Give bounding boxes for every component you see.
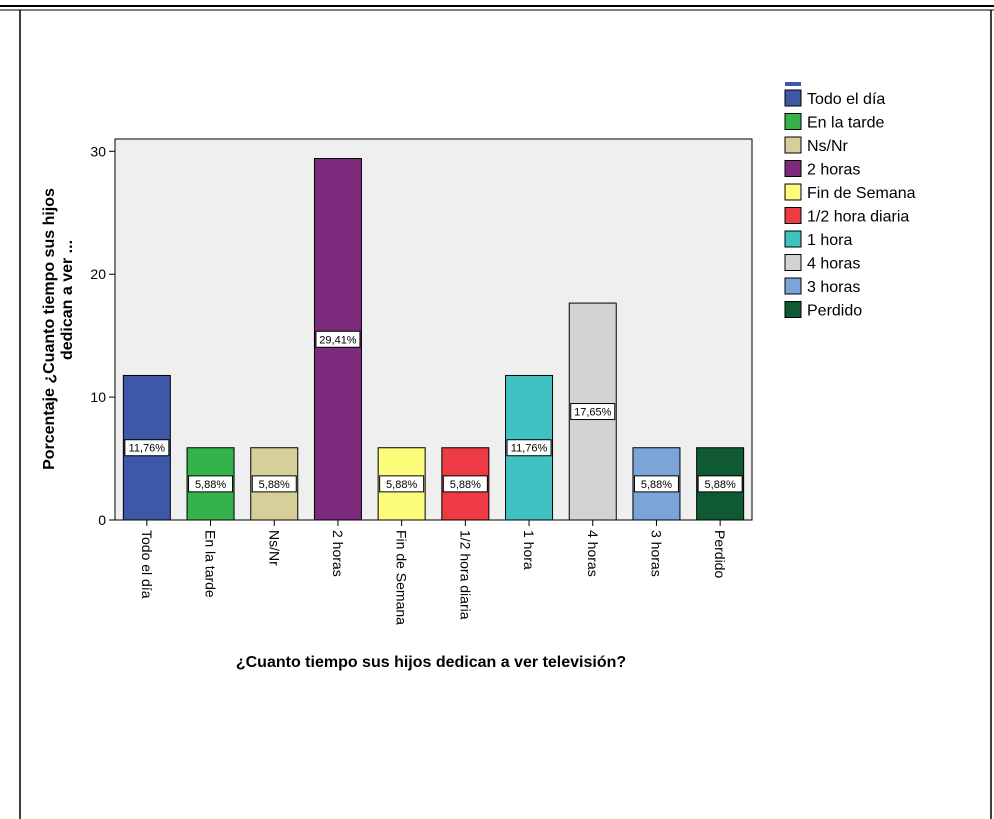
data-label-box [633, 475, 679, 493]
x-tick-label: 1 hora [521, 530, 537, 570]
data-labels: 11,76% 5,88% 5,88% 29,41% 5,88% 5,88% 11,76% 17… [124, 330, 743, 493]
legend-swatch [784, 183, 802, 201]
legend-swatch [784, 207, 802, 224]
legend-swatch [784, 277, 802, 295]
legend-swatch [784, 230, 802, 248]
y-axis-title-line-1: Porcentaje ¿Cuanto tiempo sus hijos [41, 188, 58, 470]
x-tick-label: Perdido [712, 530, 728, 578]
legend-label: 2 horas [807, 162, 860, 179]
legend-swatch [784, 136, 802, 154]
legend-label: Ns/Nr [807, 138, 849, 155]
legend-header-mark [785, 82, 801, 86]
legend-swatch [784, 301, 802, 318]
y-tick-label: 0 [98, 512, 106, 528]
x-axis-title: ¿Cuanto tiempo sus hijos dedican a ver t… [236, 654, 626, 671]
data-label: 11,76% [511, 443, 548, 455]
y-tick-label: 10 [90, 389, 106, 405]
legend-label: En la tarde [807, 115, 884, 132]
data-label-box [124, 439, 170, 457]
legend-label: 4 horas [807, 256, 860, 273]
legend-label: 1 hora [807, 232, 852, 249]
data-label: 11,76% [129, 443, 166, 455]
legend-swatch [784, 89, 802, 107]
x-axis: Todo el día En la tarde Ns/Nr 2 horas Fin de… [139, 520, 728, 625]
legend-swatch [784, 113, 802, 130]
data-label: 5,88% [259, 479, 290, 491]
data-label: 5,88% [641, 479, 672, 491]
data-label: 29,41% [319, 334, 357, 346]
data-label: 5,88% [195, 479, 226, 491]
legend-label: Fin de Semana [807, 185, 916, 202]
y-axis-title-line-2: dedican a ver ... [59, 240, 76, 360]
data-label-box [506, 439, 552, 457]
x-tick-label: Ns/Nr [266, 530, 282, 566]
data-label: 5,88% [386, 479, 417, 491]
data-label-box [697, 475, 743, 493]
y-tick-label: 20 [90, 266, 106, 282]
legend-label: 3 horas [807, 279, 860, 296]
x-tick-label: 4 horas [585, 530, 601, 577]
x-tick-label: 1/2 hora diaria [457, 530, 473, 620]
x-tick-label: Fin de Semana [394, 530, 410, 625]
legend: Todo el día En la tarde Ns/Nr 2 horas Fin de… [784, 89, 916, 320]
y-tick-label: 30 [90, 143, 106, 159]
data-label: 17,65% [574, 407, 612, 419]
data-label-box [379, 475, 425, 493]
data-label-box [251, 475, 297, 493]
data-label-box [188, 475, 234, 493]
data-label: 5,88% [450, 479, 481, 491]
x-tick-label: En la tarde [203, 530, 219, 598]
y-axis: 0 10 20 30 [90, 143, 115, 528]
x-tick-label: Todo el día [139, 530, 155, 599]
legend-label: Perdido [807, 303, 862, 320]
legend-label: Todo el día [807, 91, 885, 108]
data-label-box [570, 403, 616, 421]
data-label-box [442, 475, 488, 493]
x-tick-label: 2 horas [330, 530, 346, 577]
x-tick-label: 3 horas [648, 530, 664, 577]
legend-label: 1/2 hora diaria [807, 209, 909, 226]
legend-swatch [784, 160, 802, 177]
data-label: 5,88% [705, 479, 736, 491]
data-label-box [315, 330, 361, 348]
legend-swatch [784, 254, 802, 271]
